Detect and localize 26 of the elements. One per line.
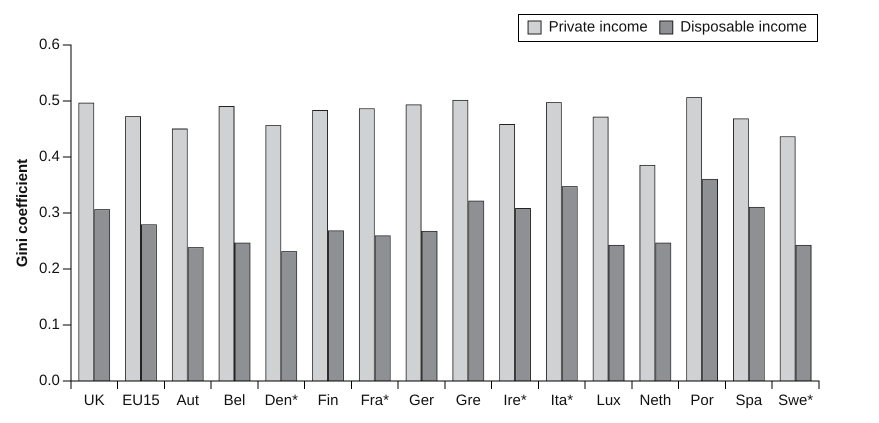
legend-label: Private income [548, 18, 648, 36]
x-tick-label: Gre [456, 392, 481, 410]
y-tick-label: 0.2 [38, 260, 60, 278]
x-tick-label: Fra* [360, 392, 390, 410]
x-tick-label: Fin [318, 392, 338, 410]
x-tick-label: Ger [409, 392, 434, 410]
x-tick-label: Den* [264, 392, 298, 410]
y-tick-label: 0.0 [38, 372, 60, 390]
y-tick-label: 0.5 [38, 92, 60, 110]
x-tick-label: Ire* [503, 392, 527, 410]
x-tick-label: Bel [224, 392, 246, 410]
y-axis-title: Gini coefficient [14, 158, 32, 268]
x-tick-label: EU15 [122, 392, 160, 410]
x-tick-label: Ita* [550, 392, 574, 410]
x-tick-label: Lux [596, 392, 622, 410]
y-tick-label: 0.1 [38, 316, 60, 334]
x-tick-label: Por [690, 392, 714, 410]
x-tick-label: UK [84, 392, 105, 410]
y-tick-label: 0.4 [38, 148, 60, 166]
x-tick-label: Neth [640, 392, 672, 410]
x-tick-label: Aut [176, 392, 200, 410]
x-tick-label: Swe* [778, 392, 814, 410]
x-tick-label: Spa [736, 392, 763, 410]
legend-label: Disposable income [680, 18, 808, 36]
y-tick-label: 0.6 [38, 36, 60, 54]
y-tick-label: 0.3 [38, 204, 60, 222]
